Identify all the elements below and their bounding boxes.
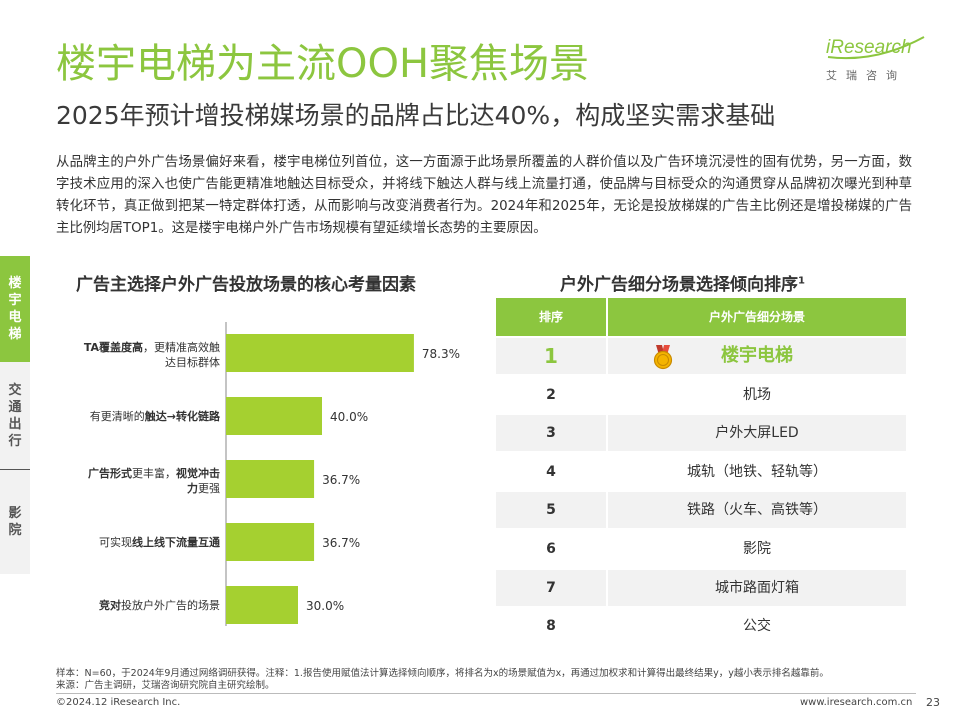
scene-cell: 铁路（火车、高铁等） xyxy=(608,492,906,529)
category-label-part: 更强 xyxy=(198,482,220,495)
category-label-part: 线上线下流量互通 xyxy=(132,535,220,549)
table-row: 6 影院 xyxy=(496,531,906,568)
rank-cell: 6 xyxy=(496,531,606,567)
page-title: 楼宇电梯为主流OOH聚焦场景 xyxy=(56,41,590,87)
bar xyxy=(226,397,322,435)
category-label-part: 有更清晰的 xyxy=(90,409,145,423)
table-heading-sup: 1 xyxy=(798,275,805,287)
category-label-part: 触达→转化链路 xyxy=(144,409,221,423)
bar xyxy=(226,586,298,624)
bar-value-label: 40.0% xyxy=(330,410,368,424)
logo-subtext: 艾瑞咨询 xyxy=(826,69,906,82)
scene-cell: 城轨（地铁、轻轨等） xyxy=(608,453,906,490)
category-label-part: 更丰富， xyxy=(132,466,176,480)
nav-item-label: 交通出行 xyxy=(8,382,22,449)
category-label-part: 可实现 xyxy=(99,535,132,549)
category-label: TA覆盖度高，更精准高效触 xyxy=(84,340,220,354)
nav-item-transport[interactable]: 交通出行 xyxy=(0,362,30,470)
category-label: 广告形式更丰富，视觉冲击 xyxy=(88,466,220,480)
category-label: 达目标群体 xyxy=(165,355,220,369)
scene-cell: 机场 xyxy=(608,376,906,413)
bar xyxy=(226,523,315,561)
footnote: 样本：N=60，于2024年9月通过网络调研获得。注释：1.报告使用赋值法计算选… xyxy=(56,668,936,692)
nav-item-cinema[interactable]: 影院 xyxy=(0,470,30,574)
bar-value-label: 36.7% xyxy=(322,536,360,550)
column-header-scene: 户外广告细分场景 xyxy=(608,298,906,336)
rank-cell: 5 xyxy=(496,492,606,529)
logo-swoosh-icon xyxy=(827,36,925,60)
nav-item-label: 影院 xyxy=(8,506,22,538)
table-header-row: 排序 户外广告细分场景 xyxy=(496,298,906,336)
category-label: 有更清晰的触达→转化链路 xyxy=(90,409,221,423)
table-row: 2 机场 xyxy=(496,376,906,414)
rank-cell: 2 xyxy=(496,376,606,413)
table-heading: 户外广告细分场景选择倾向排序1 xyxy=(560,270,805,295)
table-row: 1 楼宇电梯 xyxy=(496,338,906,375)
category-label-part: 投放户外广告的场景 xyxy=(121,598,220,612)
bar-value-label: 30.0% xyxy=(306,599,344,613)
category-label: 力更强 xyxy=(187,481,220,495)
table-heading-text: 户外广告细分场景选择倾向排序 xyxy=(560,275,798,295)
rank-cell: 8 xyxy=(496,608,606,645)
rank-cell: 3 xyxy=(496,415,606,452)
scene-cell: 户外大屏LED xyxy=(608,415,906,452)
table-row: 5 铁路（火车、高铁等） xyxy=(496,492,906,530)
category-label-part: ，更精准高效触 xyxy=(143,340,220,354)
nav-item-elevator[interactable]: 楼宇电梯 xyxy=(0,256,30,362)
category-label-part: 竞对 xyxy=(99,598,121,612)
chart-heading: 广告主选择户外广告投放场景的核心考量因素 xyxy=(76,275,416,295)
bar xyxy=(226,334,414,372)
logo-text: iResearch xyxy=(826,37,912,58)
gold-medal-icon xyxy=(653,345,673,370)
rank-cell: 1 xyxy=(496,338,606,374)
nav-item-label: 楼宇电梯 xyxy=(8,276,22,342)
category-label: 可实现线上线下流量互通 xyxy=(99,535,220,549)
footer-divider xyxy=(56,693,916,694)
scene-cell: 影院 xyxy=(608,531,906,567)
iresearch-logo: iResearch xyxy=(826,33,926,63)
footnote-sample: 样本：N=60，于2024年9月通过网络调研获得。注释：1.报告使用赋值法计算选… xyxy=(56,668,829,679)
scene-cell: 公交 xyxy=(608,608,906,645)
category-label: 竞对投放户外广告的场景 xyxy=(99,598,220,612)
category-label-part: 达目标群体 xyxy=(165,355,220,369)
bar-value-label: 36.7% xyxy=(322,473,360,487)
category-label-part: 视觉冲击 xyxy=(176,466,220,480)
page-subtitle: 2025年预计增投梯媒场景的品牌占比达40%，构成坚实需求基础 xyxy=(56,101,776,130)
category-label-part: TA覆盖度高 xyxy=(84,340,143,354)
category-label-part: 广告形式 xyxy=(88,466,132,480)
rank-cell: 4 xyxy=(496,453,606,490)
table-row: 7 城市路面灯箱 xyxy=(496,569,906,607)
intro-paragraph: 从品牌主的户外广告场景偏好来看，楼宇电梯位列首位，这一方面源于此场景所覆盖的人群… xyxy=(56,155,912,236)
table-row: 4 城轨（地铁、轻轨等） xyxy=(496,453,906,491)
table-row: 8 公交 xyxy=(496,608,906,646)
bar xyxy=(226,460,315,498)
category-label-part: 力 xyxy=(187,481,198,495)
website-link[interactable]: www.iresearch.com.cn xyxy=(800,697,913,708)
column-header-rank: 排序 xyxy=(496,298,606,336)
page-number: 23 xyxy=(926,696,940,709)
table-row: 3 户外大屏LED xyxy=(496,415,906,453)
bar-value-label: 78.3% xyxy=(422,347,460,361)
scene-cell: 城市路面灯箱 xyxy=(608,569,906,606)
rank-cell: 7 xyxy=(496,569,606,606)
footnote-source: 来源：广告主调研，艾瑞咨询研究院自主研究绘制。 xyxy=(56,680,275,691)
copyright: ©2024.12 iResearch Inc. xyxy=(56,697,181,708)
